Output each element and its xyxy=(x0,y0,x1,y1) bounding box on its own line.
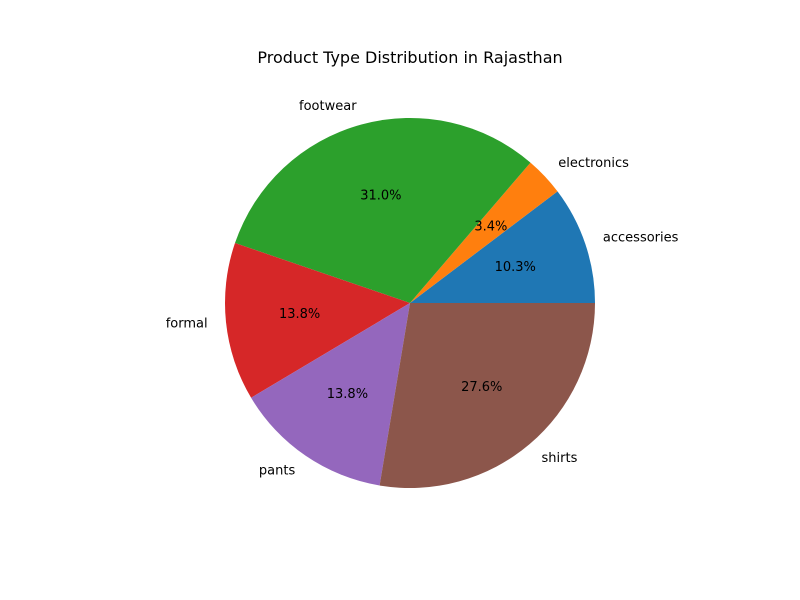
slice-percent-pants: 13.8% xyxy=(327,387,368,402)
slice-label-formal: formal xyxy=(166,317,208,332)
pie-slice-accessories xyxy=(410,191,595,303)
slice-percent-shirts: 27.6% xyxy=(461,380,502,395)
slice-percent-footwear: 31.0% xyxy=(360,188,401,203)
slice-label-shirts: shirts xyxy=(542,451,578,466)
slice-label-pants: pants xyxy=(259,464,296,479)
pie-slice-pants xyxy=(251,303,410,486)
slice-percent-accessories: 10.3% xyxy=(495,260,536,275)
slice-percent-electronics: 3.4% xyxy=(474,219,507,234)
pie-slice-electronics xyxy=(410,162,558,303)
pie-labels: accessories 10.3% electronics 3.4% footwear 3… xyxy=(166,99,679,478)
pie-slice-shirts xyxy=(379,303,595,488)
slice-label-accessories: accessories xyxy=(603,231,679,246)
pie-slice-footwear xyxy=(234,118,531,303)
slice-label-electronics: electronics xyxy=(558,156,629,171)
pie-slice-formal xyxy=(225,243,410,398)
chart-title: Product Type Distribution in Rajasthan xyxy=(257,48,562,67)
slice-label-footwear: footwear xyxy=(299,99,357,114)
pie-slices xyxy=(225,118,595,488)
slice-percent-formal: 13.8% xyxy=(279,307,320,322)
